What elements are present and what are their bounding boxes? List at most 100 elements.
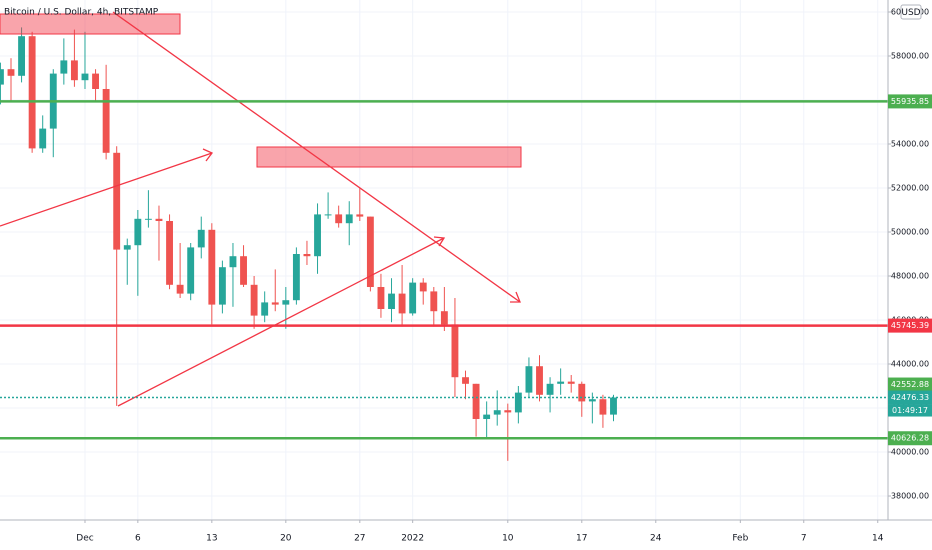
candle-body: [578, 383, 586, 402]
zone-rect: [0, 13, 181, 35]
candles: [0, 27, 617, 461]
candle-body: [409, 282, 417, 314]
x-tick-label: 10: [502, 534, 514, 544]
candle-body: [271, 302, 279, 305]
level-label-bg: [888, 431, 932, 446]
arrow-head: [510, 291, 521, 303]
x-tick-label: 7: [801, 534, 807, 544]
x-tick-label: 20: [280, 534, 292, 544]
candle-body: [514, 392, 522, 413]
chart-title: Bitcoin / U.S. Dollar, 4h, BITSTAMP: [4, 8, 159, 18]
x-tick-label: 17: [576, 534, 587, 544]
candle-body: [430, 291, 438, 312]
x-tick-label: 2022: [401, 534, 424, 544]
candle-body: [377, 287, 385, 310]
candle-body: [166, 221, 173, 285]
candle-body: [18, 36, 25, 76]
candle-body: [292, 254, 300, 301]
currency-box[interactable]: [900, 4, 922, 20]
y-tick-label: 54000.00: [891, 139, 929, 148]
x-tick-label: Feb: [732, 534, 748, 544]
candle-body: [60, 60, 68, 74]
candle-body: [388, 293, 395, 310]
level-label-bg: [888, 318, 932, 333]
candle-body: [567, 381, 575, 384]
candle-body: [451, 324, 459, 378]
candle-body: [324, 214, 332, 216]
candle-body: [92, 73, 99, 89]
level-label: 45745.39: [891, 321, 929, 330]
candle-body: [250, 284, 258, 316]
prev-price-label: 42552.88: [891, 380, 929, 389]
candle-body: [557, 381, 565, 384]
currency-label[interactable]: USD: [901, 8, 920, 18]
candle-body: [123, 245, 131, 250]
last-price-label: 42476.33: [891, 393, 929, 402]
x-tick-label: 14: [872, 534, 884, 544]
last-price-label-bg: [888, 390, 932, 405]
arrow-head: [202, 148, 214, 162]
levels: [0, 100, 888, 440]
countdown-bg: [888, 404, 932, 417]
candle-body: [81, 73, 89, 81]
drawings: [0, 11, 522, 407]
arrow-line: [112, 11, 521, 303]
candle-body: [28, 36, 36, 149]
arrow-line: [117, 237, 445, 407]
x-tick-label: 27: [354, 534, 365, 544]
y-tick-label: 50000.00: [891, 228, 929, 237]
candle-body: [356, 214, 364, 217]
y-tick-label: 38000.00: [891, 492, 929, 501]
y-tick-label: 40000.00: [891, 448, 929, 457]
candle-body: [546, 383, 554, 395]
x-tick-label: 13: [206, 534, 217, 544]
y-tick-label: 44000.00: [891, 360, 929, 369]
candle-body: [229, 256, 237, 268]
level-label-bg: [888, 94, 932, 109]
candle-body: [314, 214, 321, 257]
candle-body: [0, 69, 4, 85]
candle-body: [303, 254, 311, 257]
x-tick-label: 6: [135, 534, 141, 544]
candle-body: [419, 282, 427, 292]
candle-body: [197, 229, 205, 248]
candle-body: [261, 302, 269, 316]
level-label: 40626.28: [891, 434, 929, 443]
candle-body: [218, 267, 226, 305]
candle-body: [113, 152, 121, 250]
level-label: 55935.85: [891, 97, 929, 106]
candle-body: [102, 88, 110, 153]
y-tick-label: 48000.00: [891, 272, 929, 281]
candle-body: [282, 300, 290, 305]
zone-rect: [256, 146, 522, 168]
x-tick-label: 24: [650, 534, 662, 544]
candle-body: [134, 218, 142, 246]
candle-body: [440, 311, 448, 325]
candle-body: [70, 60, 78, 81]
countdown: 01:49:17: [892, 406, 928, 415]
candle-body: [366, 216, 374, 288]
x-tick-label: Dec: [76, 534, 93, 544]
arrow-head: [433, 236, 446, 247]
candle-body: [144, 218, 152, 220]
candle-body: [155, 218, 163, 222]
candle-body: [588, 399, 596, 402]
candle-body: [504, 410, 512, 413]
prev-price-label-bg: [888, 377, 932, 392]
candle-body: [7, 69, 15, 76]
candle-body: [462, 377, 469, 384]
candle-body: [335, 214, 343, 224]
candle-body: [345, 214, 353, 224]
y-tick-label: 52000.00: [891, 184, 929, 193]
candle-body: [483, 414, 491, 420]
trend-arrows: [0, 11, 521, 407]
candle-body: [176, 284, 184, 294]
candle-body: [599, 399, 607, 415]
candle-body: [240, 256, 247, 285]
labels: 55935.85 45745.39 40626.28 42552.88 42476.33…: [888, 94, 932, 446]
candle-body: [472, 383, 480, 420]
candle-body: [187, 247, 195, 294]
candle-body: [39, 128, 47, 149]
candle-body: [208, 229, 216, 305]
